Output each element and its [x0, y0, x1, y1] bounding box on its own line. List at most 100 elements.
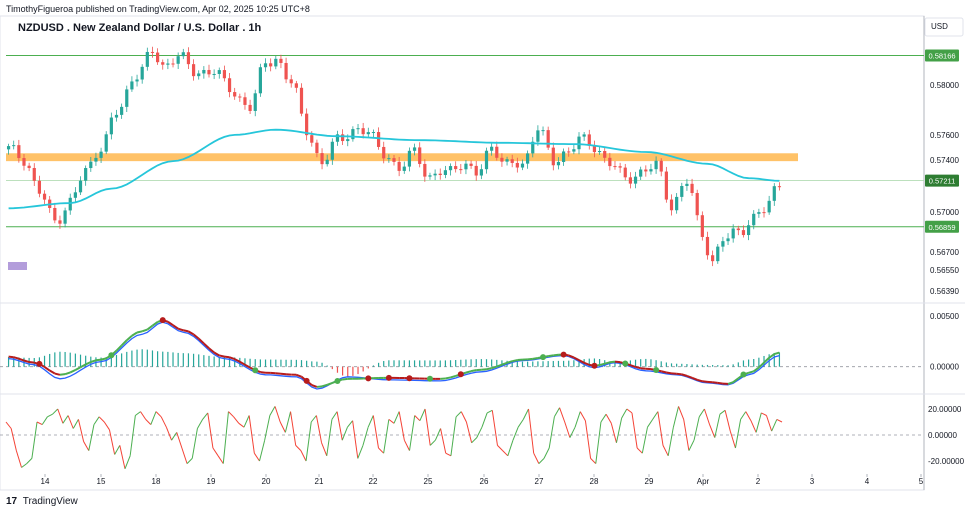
macd-cross-up-dot: [653, 367, 659, 373]
candle-body: [38, 181, 41, 194]
macd-slow-segment: [605, 362, 610, 363]
publisher-caption: TimothyFigueroa published on TradingView…: [6, 4, 310, 14]
osc-line-segment: [420, 409, 425, 421]
candle-body: [356, 128, 359, 129]
osc-line-segment: [518, 419, 523, 427]
osc-line-segment: [622, 409, 627, 418]
candle-body: [634, 177, 637, 184]
macd-cross-down-dot: [160, 317, 166, 323]
macd-slow-segment: [641, 368, 646, 369]
candle-body: [439, 174, 442, 175]
osc-line-segment: [16, 451, 21, 468]
osc-line-segment: [285, 412, 290, 433]
osc-line-segment: [125, 456, 130, 469]
moving-average-line: [9, 130, 780, 209]
candle-body: [130, 81, 133, 89]
macd-slow-segment: [466, 371, 471, 372]
macd-slow-segment: [14, 357, 19, 359]
osc-line-segment: [161, 417, 166, 427]
candle-body: [454, 166, 457, 169]
osc-line-segment: [699, 409, 704, 417]
candle-body: [716, 247, 719, 262]
candle-body: [685, 184, 688, 186]
macd-slow-segment: [142, 330, 147, 332]
macd-cross-up-dot: [622, 360, 628, 366]
osc-line-segment: [208, 413, 213, 448]
candle-body: [721, 241, 724, 246]
candle-body: [572, 149, 575, 151]
level-price-label: 0.56859: [928, 223, 955, 232]
candle-body: [151, 52, 154, 53]
osc-line-segment: [777, 419, 782, 422]
candle-body: [382, 147, 385, 158]
candle-body: [89, 162, 92, 168]
macd-slow-segment: [219, 355, 224, 356]
osc-line-segment: [560, 408, 565, 422]
candle-body: [403, 167, 406, 171]
macd-slow-segment: [9, 357, 14, 358]
candle-body: [135, 79, 138, 81]
candle-body: [43, 194, 46, 200]
candle-body: [161, 62, 164, 65]
macd-slow-segment: [260, 372, 265, 373]
candle-body: [464, 164, 467, 170]
osc-line-segment: [99, 417, 104, 422]
candle-body: [259, 67, 262, 93]
candle-body: [516, 163, 519, 168]
candle-body: [110, 118, 113, 135]
price-tick-label: 0.57000: [930, 208, 959, 217]
candle-body: [485, 151, 488, 169]
candle-body: [737, 229, 740, 231]
osc-line-segment: [772, 419, 777, 431]
candle-body: [22, 158, 25, 166]
osc-line-segment: [668, 427, 673, 456]
candle-body: [413, 147, 416, 150]
osc-line-segment: [715, 414, 720, 437]
osc-line-segment: [585, 421, 590, 459]
candle-body: [207, 70, 210, 74]
osc-line-segment: [503, 451, 508, 456]
osc-line-segment: [296, 445, 301, 450]
candle-body: [274, 59, 277, 67]
osc-line-segment: [239, 423, 244, 427]
resistance-zone: [6, 153, 798, 161]
candle-body: [583, 134, 586, 136]
candle-body: [300, 88, 303, 114]
osc-line-segment: [487, 410, 492, 413]
price-tick-label: 0.57400: [930, 156, 959, 165]
osc-line-segment: [735, 419, 740, 448]
macd-slow-segment: [451, 376, 456, 377]
osc-line-segment: [363, 427, 368, 445]
candle-body: [74, 192, 77, 197]
currency-label[interactable]: USD: [931, 22, 948, 31]
x-tick-label: 18: [152, 477, 161, 486]
osc-line-segment: [197, 419, 202, 428]
osc-line-segment: [746, 412, 751, 421]
candle-body: [182, 52, 185, 56]
osc-line-segment: [627, 409, 632, 413]
candle-body: [202, 70, 205, 73]
candle-body: [392, 158, 395, 162]
candle-body: [310, 135, 313, 143]
macd-slow-segment: [50, 371, 55, 374]
candle-body: [475, 166, 478, 176]
candle-body: [629, 177, 632, 183]
osc-line-segment: [78, 419, 83, 441]
candle-body: [120, 107, 123, 115]
osc-line-segment: [275, 406, 280, 422]
candle-body: [218, 70, 221, 74]
macd-cross-down-dot: [406, 375, 412, 381]
macd-tick-label: 0.00000: [930, 363, 959, 372]
candle-body: [84, 168, 87, 181]
candle-body: [768, 201, 771, 213]
brand-footer[interactable]: 17 TradingView: [6, 496, 78, 507]
candle-body: [495, 147, 498, 158]
osc-line-segment: [689, 440, 694, 450]
macd-fast-line: [9, 322, 780, 389]
x-tick-label: 5: [919, 477, 924, 486]
candle-body: [449, 166, 452, 170]
osc-line-segment: [306, 422, 311, 461]
candle-body: [320, 153, 323, 164]
osc-line-segment: [477, 427, 482, 437]
candle-body: [577, 137, 580, 150]
